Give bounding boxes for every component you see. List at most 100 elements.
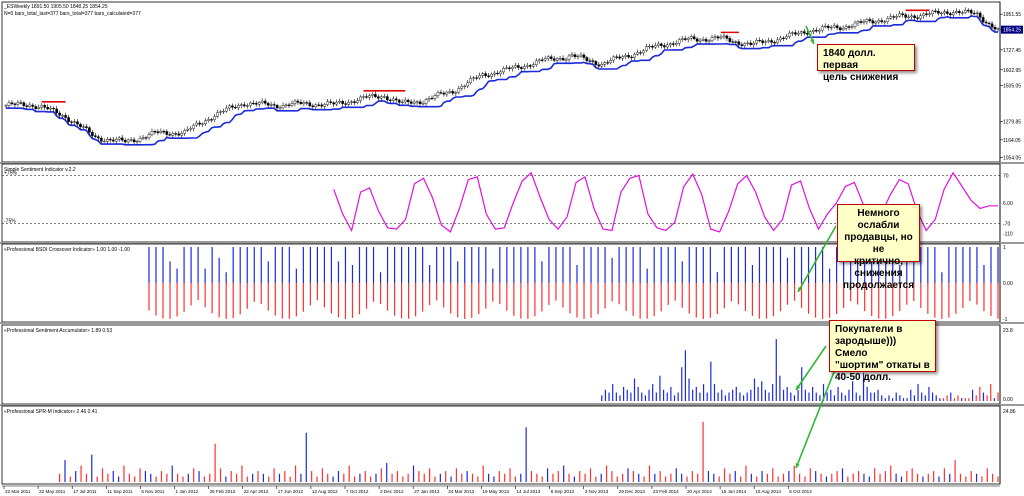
candle-body [758,40,761,42]
candle-body [517,65,520,68]
candle-body [475,77,478,79]
sentiment-tick-label: 6.00 [1003,201,1013,207]
candle-body [302,102,306,104]
candle-body [800,31,803,34]
annotation-buyers-text: Покупатели в зародыше))) Смело "шортим" … [835,324,930,383]
candle-body [37,107,41,109]
candle-body [454,92,458,94]
candle-body [555,58,559,61]
candle-body [552,58,556,61]
candle-body [925,13,928,15]
date-tick-label: 17 Jul 2011 [73,489,97,494]
candle-body [460,86,464,89]
pane-separator [0,322,1024,324]
candle-body [779,37,782,41]
candle-body [225,107,228,112]
candle-body [82,126,85,128]
candle-body [198,122,201,125]
candle-body [64,115,67,118]
candle-body [46,106,50,110]
candle-body [478,75,481,79]
candle-body [481,73,484,76]
candle-body [260,100,264,103]
candle-body [969,10,973,14]
candle-body [335,101,338,105]
candle-body [171,133,175,136]
candle-body [883,21,887,23]
candle-body [377,96,380,99]
candle-body [776,39,779,44]
candle-body [117,137,121,140]
candle-body [695,38,699,42]
annotation-arrow-line [795,371,835,469]
candle-body [412,101,416,104]
candle-body [466,82,470,87]
candle-body [49,107,52,110]
candle-body [618,56,621,59]
candle-body [582,54,586,58]
annotation-arrow-line [795,345,827,391]
annotation-target-text: 1840 долл. первая цель снижения [823,48,899,83]
date-tick-label: 6 Nov 2011 [141,489,165,494]
price-chart-title: _ESWeekly 1891.50 1905.50 1848.25 1854.2… [3,4,108,10]
spr-tick-label: 24.86 [1003,409,1016,415]
annotation-arrow-line [797,225,837,293]
candle-body [287,104,291,106]
candle-body [803,31,806,34]
candle-body [296,100,300,103]
candle-body [91,131,94,136]
candle-body [952,12,955,16]
candle-body [520,67,523,69]
candle-body [526,65,529,67]
candle-body [293,100,297,104]
date-tick-label: 11 Sep 2011 [107,489,133,494]
candle-body [633,54,636,58]
annotation-sellers-text: Немного ослабли продавцы, но не критично… [843,208,915,291]
date-axis: 22 Mar 2011 22 May 2011 17 Jul 2011 11 Sep … [2,485,1000,494]
candle-body [350,101,353,103]
candle-body [344,103,347,105]
candle-body [418,101,422,105]
candle-body [424,99,428,104]
candle-body [442,92,446,95]
candle-body [195,122,198,126]
annotation-arrow-head [810,39,815,44]
candle-body [499,71,502,75]
candle-body [472,77,475,79]
candle-body [910,15,913,18]
annotation-buyers-note: Покупатели в зародыше))) Смело "шортим" … [829,320,936,383]
candle-body [934,10,937,12]
candle-body [114,138,118,142]
candle-body [773,42,776,44]
candle-body [290,103,294,106]
candle-body [850,26,854,28]
candle-body [43,105,47,108]
sentiment-accumulator-title: «Professional Sentiment Accumulator» 1.8… [4,328,112,334]
candle-body [103,140,106,143]
price-chart-subtitle: N=0 bars_total_last=377 bars_total=377 b… [4,11,141,17]
candle-body [126,139,130,143]
candle-body [34,106,38,109]
candle-body [806,33,809,35]
candle-body [386,96,389,101]
candle-body [847,26,851,28]
candle-body [186,129,190,131]
candle-body [356,100,359,103]
candle-body [174,133,178,135]
candle-body [141,137,145,139]
candle-body [394,98,398,101]
candle-body [338,101,341,103]
candle-body [576,55,580,58]
candle-body [770,40,773,43]
candle-body [105,139,109,142]
candle-body [251,102,255,105]
date-tick-label: 26 Feb 2012 [210,489,236,494]
accumulator-tick-label: 0.00 [1003,397,1013,403]
candle-body [826,25,830,29]
candle-body [147,134,151,138]
price-chart-pane: 1951.55 1854.25 1727.45 1602.95 1505.05 1279.… [0,1,1024,164]
candle-body [716,36,720,39]
candle-body [329,101,333,103]
candle-body [993,26,997,30]
candle-body [511,66,514,69]
